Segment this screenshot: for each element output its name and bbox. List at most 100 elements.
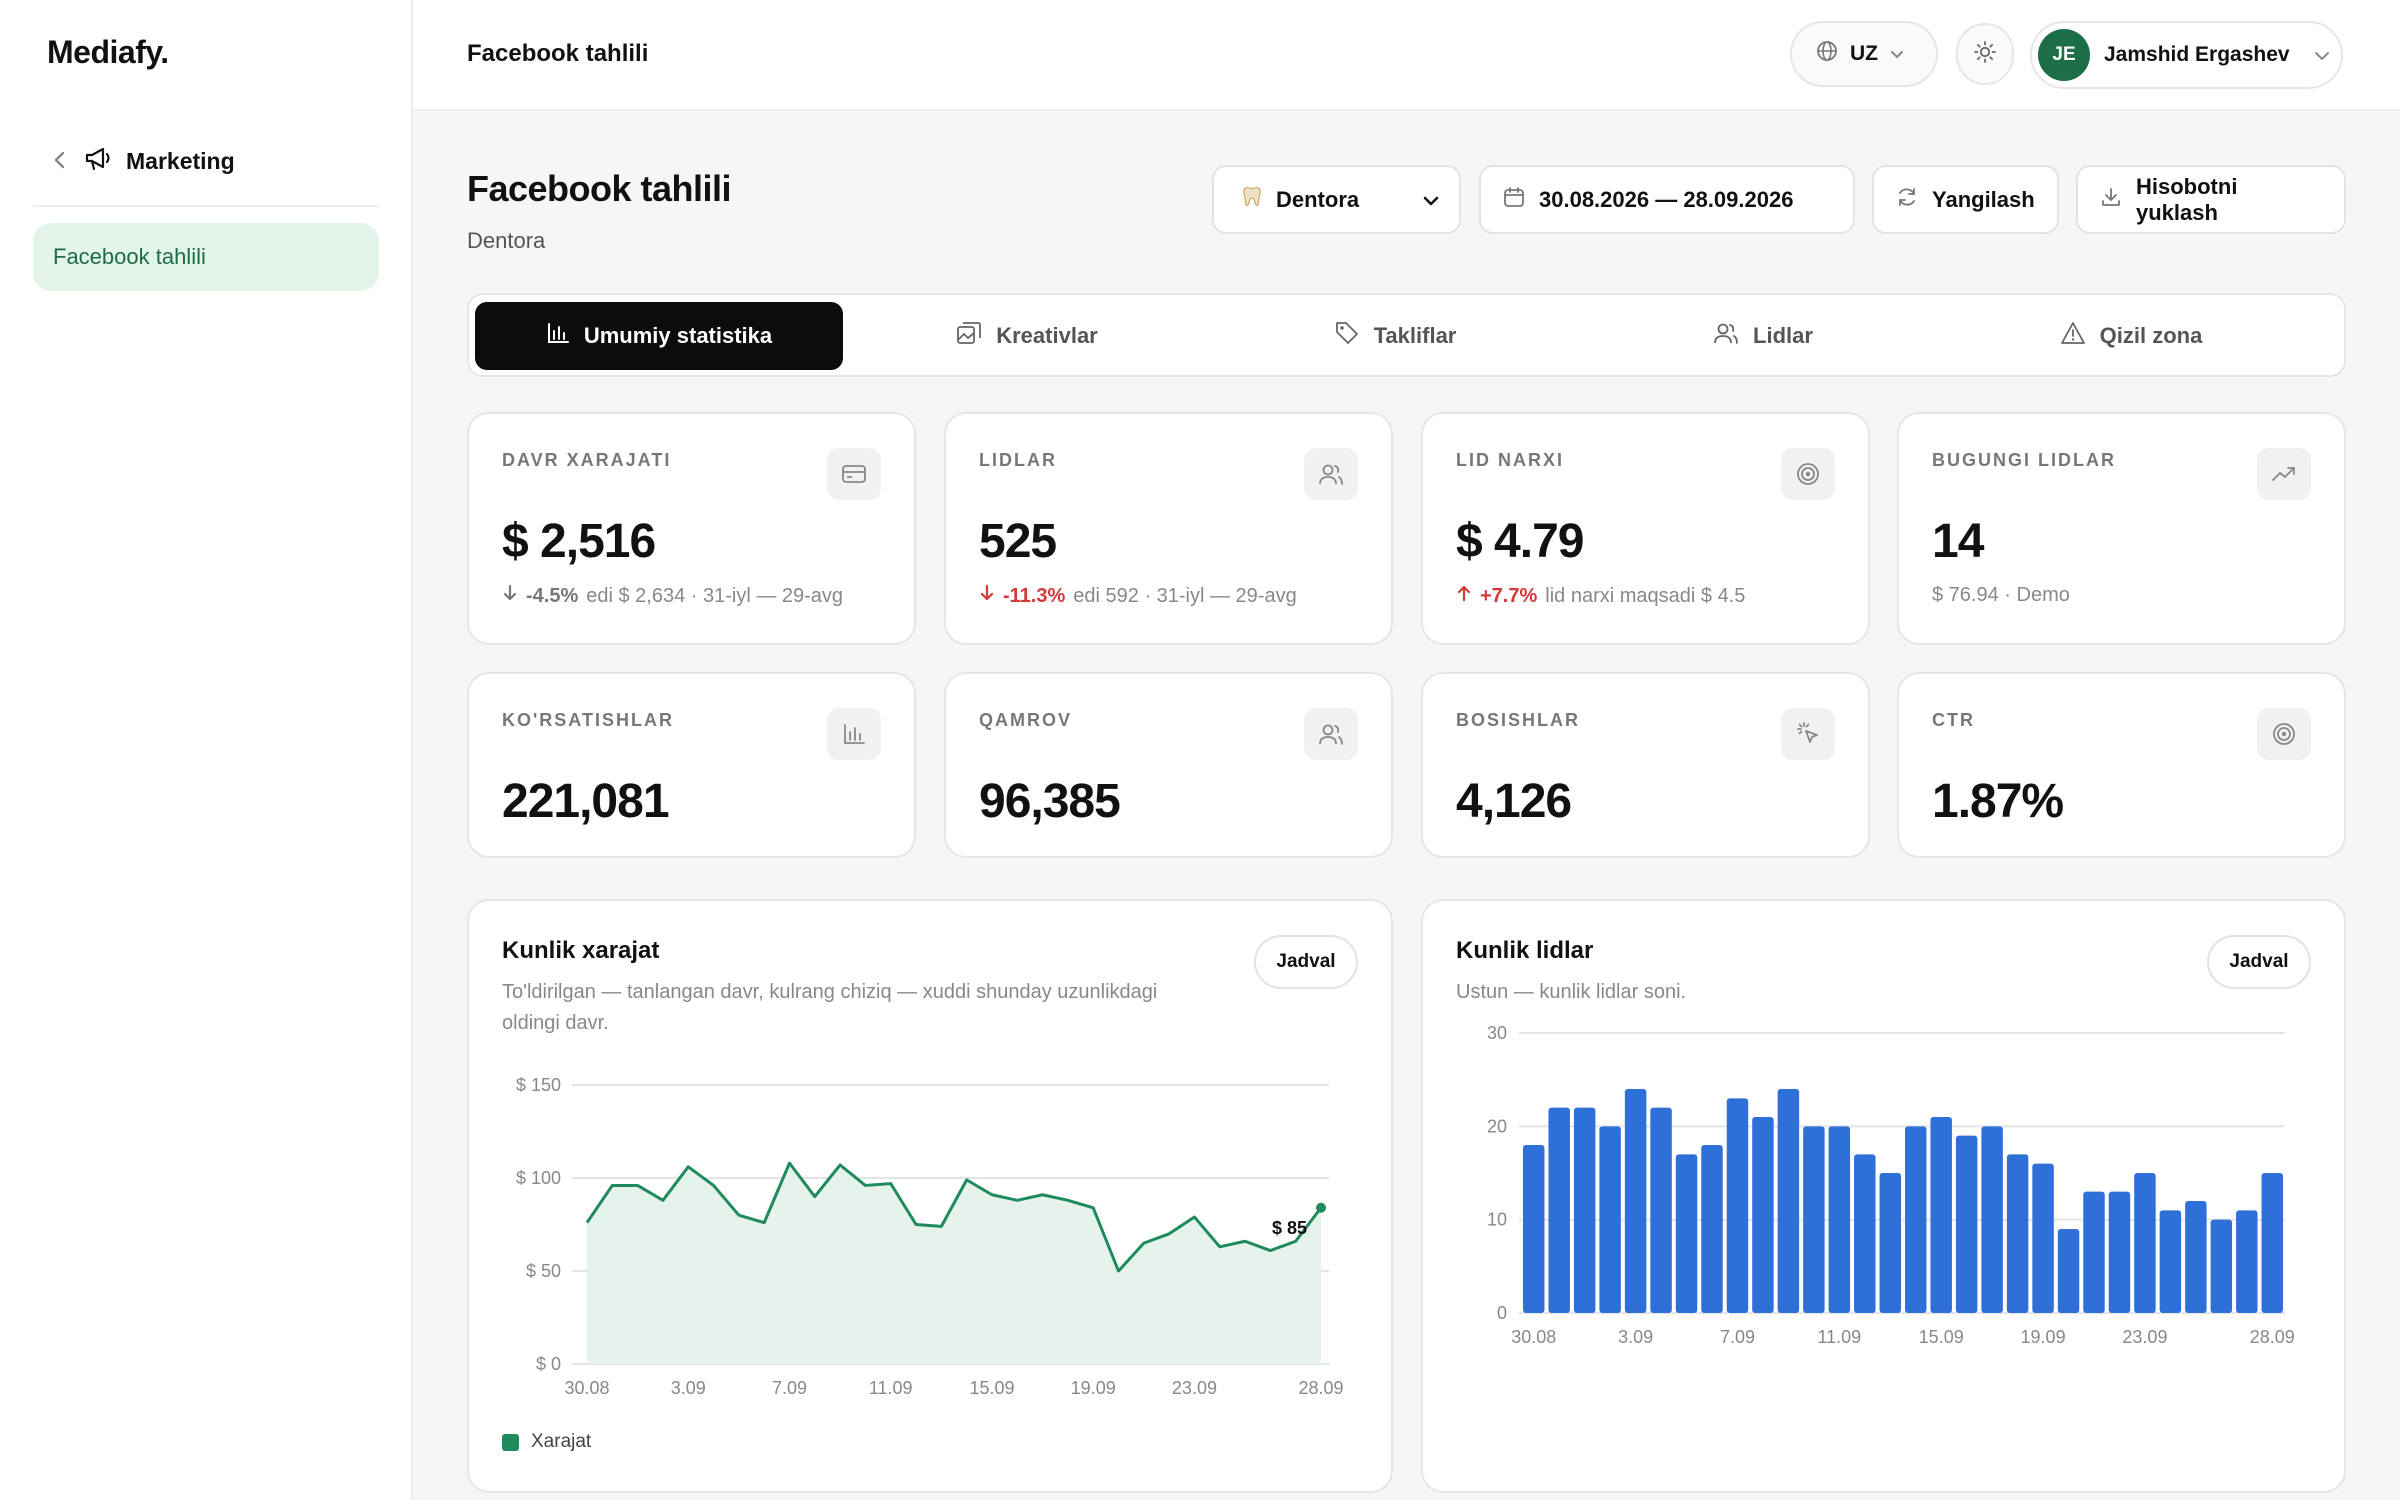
download-label: Hisobotni yuklash [2136,173,2238,225]
tab-label: Kreativlar [996,323,1098,348]
arrow-up-icon [1456,584,1472,608]
chart-description-line: To'ldirilgan — tanlangan davr, kulrang c… [502,981,1158,1003]
theme-toggle-button[interactable] [1956,23,2014,85]
client-select[interactable]: Dentora [1212,165,1461,234]
tab-kreativlar[interactable]: Kreativlar [843,302,1211,370]
tab-qizil-zona[interactable]: Qizil zona [1947,302,2315,370]
series-line-xarajat [585,1161,1323,1273]
kpi-label: KO'RSATISHLAR [502,710,674,730]
spend-chart-svg: $ 0 $ 50 $ 100 $ 150 $ 85 30.08 3.09 7.09 11.09 1… [516,1075,1344,1398]
kpi-label: LID NARXI [1456,450,1564,470]
y-tick-label: $ 0 [536,1354,561,1374]
users-icon [1304,448,1358,500]
chart-card-kunlik-xarajat: Kunlik xarajat To'ldirilgan — tanlangan … [467,899,1393,1493]
kpi-delta: +7.7% lid narxi maqsadi $ 4.5 [1456,584,1745,608]
y-tick-label: 0 [1497,1303,1507,1323]
sidebar-section-label: Marketing [126,147,235,174]
table-view-button[interactable]: Jadval [2207,935,2311,989]
x-tick-label: 28.09 [2250,1327,2295,1347]
bar-chart-icon [827,708,881,760]
download-icon [2100,186,2122,214]
legend-swatch [502,1433,519,1451]
chart-description: Ustun — kunlik lidlar soni. [1456,981,1687,1003]
kpi-value: 221,081 [502,775,670,828]
bar [1675,1154,1698,1313]
download-report-button[interactable]: Hisobotni yuklash [2076,165,2346,234]
target-icon [2257,708,2311,760]
tab-label: Takliflar [1373,323,1457,348]
x-tick-label: 19.09 [2021,1327,2066,1347]
bar [2210,1219,2233,1313]
kpi-card-lidlar: LIDLAR 525 -11.3% edi 592 · 31-iyl — 29-… [944,412,1393,645]
date-range-picker[interactable]: 30.08.2026 — 28.09.2026 [1479,165,1855,234]
kpi-label: LIDLAR [979,450,1057,470]
chart-description-line: oldingi davr. [502,1012,609,1034]
tab-lidlar[interactable]: Lidlar [1579,302,1947,370]
date-range-value: 30.08.2026 — 28.09.2026 [1539,186,1794,212]
kpi-value: 14 [1932,515,1984,568]
chart-card-kunlik-lidlar: Kunlik lidlar Ustun — kunlik lidlar soni… [1421,899,2346,1493]
refresh-button[interactable]: Yangilash [1872,165,2059,234]
bar [2083,1191,2105,1313]
bar [1599,1126,1621,1313]
kpi-delta-pct: -11.3% [1003,584,1066,607]
tooth-icon [1242,186,1262,214]
kpi-label: CTR [1932,710,1975,730]
tab-takliflar[interactable]: Takliflar [1211,302,1579,370]
kpi-label: DAVR XARAJATI [502,450,672,470]
megaphone-icon [84,145,112,177]
sidebar-divider [33,205,379,207]
x-tick-label: 30.08 [564,1378,609,1398]
globe-icon [1816,40,1838,68]
y-tick-label: $ 150 [516,1075,561,1095]
kpi-value: 96,385 [979,775,1121,828]
arrow-down-icon [979,584,995,608]
tab-umumiy-statistika[interactable]: Umumiy statistika [475,302,843,370]
refresh-label: Yangilash [1932,186,2035,212]
bar [1777,1089,1800,1313]
leads-chart-svg: 0 10 20 30 30.08 3.09 7.09 11.09 15.09 19.09 23.09… [1487,1023,2295,1347]
select-chevron-icon [1423,187,1439,213]
kpi-delta-pct: +7.7% [1480,584,1538,607]
bar [1523,1145,1545,1313]
table-view-button[interactable]: Jadval [1254,935,1358,989]
tab-label: Umumiy statistika [583,323,773,348]
language-switcher[interactable]: UZ [1790,21,1938,87]
kpi-value: $ 4.79 [1456,515,1584,568]
back-chevron-icon[interactable] [46,146,74,174]
bar [2236,1210,2258,1313]
bar [1905,1126,1927,1313]
sidebar-item-facebook-tahlili[interactable]: Facebook tahlili [33,223,379,291]
tag-icon [1334,320,1360,352]
warning-icon [2060,321,2086,351]
x-tick-label: 3.09 [671,1378,706,1398]
bar [2159,1210,2182,1313]
data-label: $ 85 [1272,1218,1307,1238]
x-tick-label: 11.09 [869,1378,913,1398]
kpi-delta-note: $ 76.94 · Demo [1932,584,2070,606]
x-tick-label: 23.09 [1172,1378,1217,1398]
app-logo[interactable]: Mediafy. [47,34,169,70]
x-tick-label: 15.09 [969,1378,1014,1398]
kpi-delta: -4.5% edi $ 2,634 · 31-iyl — 29-avg [502,584,843,608]
y-tick-label: 20 [1487,1116,1507,1136]
kpi-label: BOSISHLAR [1456,710,1581,730]
area-fill [587,1163,1321,1364]
trend-up-icon [2257,448,2311,500]
kpi-card-davr-xarajati: DAVR XARAJATI $ 2,516 -4.5% edi $ 2,634 … [467,412,916,645]
sidebar-section-marketing[interactable]: Marketing [84,145,235,177]
bar [1726,1098,1749,1313]
kpi-card-lid-narxi: LID NARXI $ 4.79 +7.7% lid narxi maqsadi… [1421,412,1870,645]
kpi-value: 4,126 [1456,775,1572,828]
page-title: Facebook tahlili [467,168,732,209]
arrow-down-icon [502,584,518,608]
user-menu[interactable]: JE Jamshid Ergashev [2030,21,2343,89]
sun-icon [1973,40,1997,69]
bar [1548,1107,1570,1313]
avatar: JE [2038,29,2090,81]
kpi-label: BUGUNGI LIDLAR [1932,450,2116,470]
image-icon [956,321,982,351]
users-icon [1304,708,1358,760]
x-tick-label: 28.09 [1298,1378,1343,1398]
bar [2057,1229,2080,1313]
